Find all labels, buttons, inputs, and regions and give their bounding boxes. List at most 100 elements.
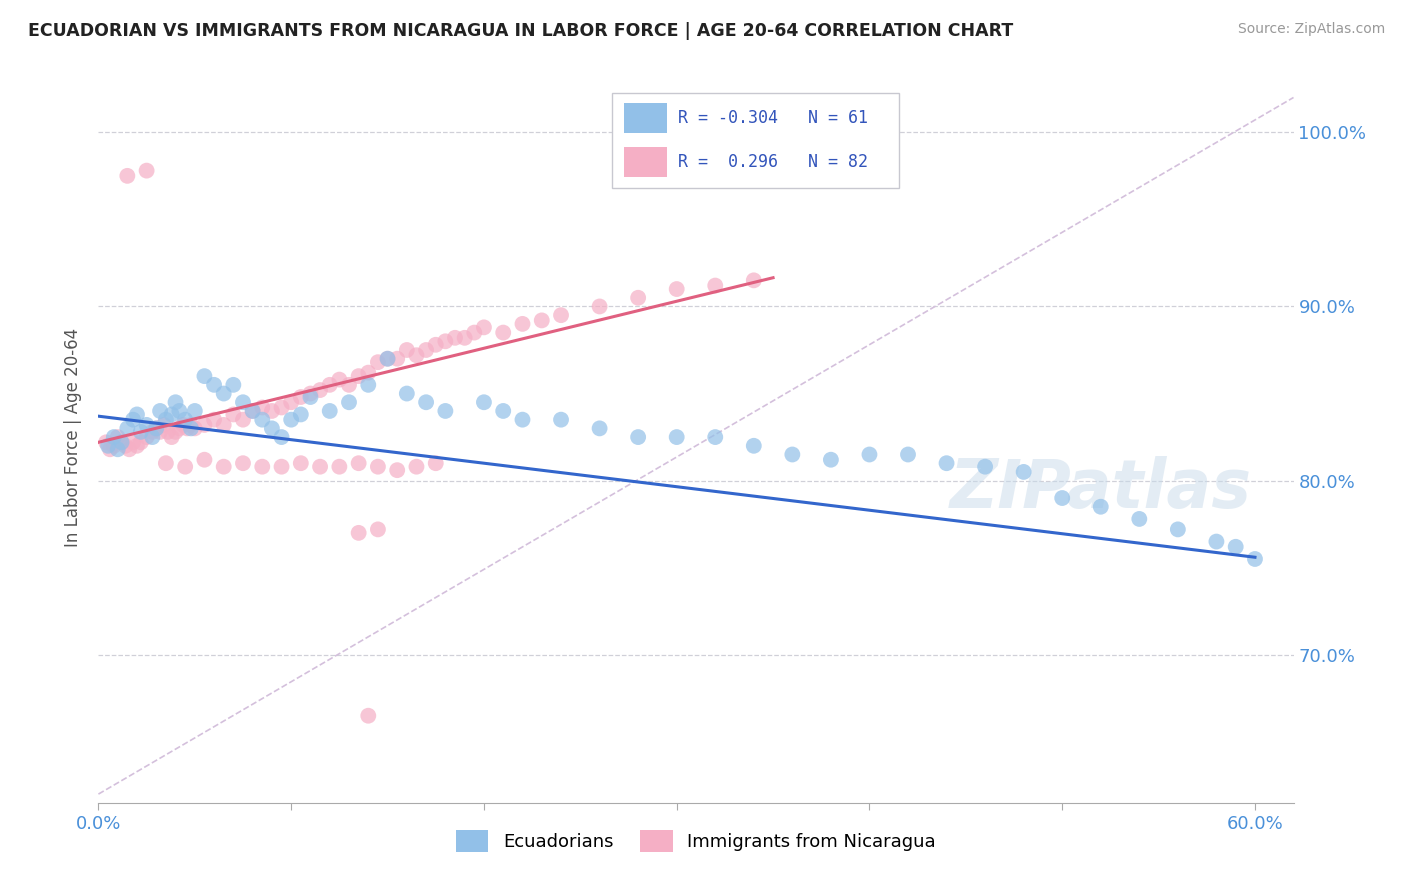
Point <box>1050 491 1073 505</box>
Point <box>242 404 264 418</box>
Point <box>180 417 202 432</box>
Point <box>232 395 254 409</box>
Point <box>193 369 215 384</box>
Point <box>858 448 880 462</box>
Point <box>463 326 485 340</box>
Point <box>530 313 553 327</box>
Point <box>176 421 198 435</box>
Point <box>165 395 187 409</box>
Point <box>377 351 399 366</box>
Point <box>222 377 245 392</box>
Point <box>347 525 370 540</box>
Point <box>155 456 177 470</box>
Point <box>492 404 515 418</box>
Point <box>309 383 332 397</box>
Point <box>337 377 360 392</box>
Point <box>270 430 292 444</box>
Point <box>184 404 207 418</box>
Point <box>252 401 274 415</box>
Point <box>118 442 141 457</box>
Point <box>1012 465 1035 479</box>
Point <box>328 373 350 387</box>
Point <box>193 452 215 467</box>
Point <box>160 408 183 422</box>
Point <box>550 308 572 322</box>
Point <box>319 404 342 418</box>
Point <box>149 425 172 439</box>
Point <box>270 459 292 474</box>
Point <box>415 395 437 409</box>
Point <box>125 439 148 453</box>
Point <box>184 421 207 435</box>
Point <box>290 408 312 422</box>
Point <box>1225 540 1247 554</box>
Point <box>114 439 136 453</box>
Point <box>260 404 283 418</box>
Point <box>357 377 380 392</box>
Point <box>512 412 534 426</box>
Point <box>425 338 447 352</box>
Point <box>145 421 167 435</box>
Point <box>357 708 380 723</box>
Point <box>135 417 157 432</box>
Point <box>212 459 235 474</box>
Y-axis label: In Labor Force | Age 20-64: In Labor Force | Age 20-64 <box>65 327 83 547</box>
Point <box>627 430 650 444</box>
Point <box>453 331 475 345</box>
Point <box>155 412 177 426</box>
Point <box>385 351 409 366</box>
Point <box>357 366 380 380</box>
Point <box>347 369 370 384</box>
Point <box>103 430 125 444</box>
Point <box>377 351 399 366</box>
Point <box>156 425 179 439</box>
Point <box>98 442 121 457</box>
Point <box>588 421 610 435</box>
Point <box>347 456 370 470</box>
Point <box>935 456 957 470</box>
Point <box>129 425 152 439</box>
Point <box>550 412 572 426</box>
Text: Source: ZipAtlas.com: Source: ZipAtlas.com <box>1237 22 1385 37</box>
Point <box>110 435 132 450</box>
Point <box>704 278 727 293</box>
Point <box>153 417 176 432</box>
Point <box>405 348 427 362</box>
Point <box>742 439 765 453</box>
Point <box>270 401 292 415</box>
Point <box>665 430 688 444</box>
Point <box>280 412 302 426</box>
Point <box>202 412 225 426</box>
Point <box>125 408 148 422</box>
Point <box>512 317 534 331</box>
Point <box>129 435 152 450</box>
Point <box>202 377 225 392</box>
Point <box>94 435 117 450</box>
Point <box>782 448 804 462</box>
Point <box>232 456 254 470</box>
Point <box>385 463 409 477</box>
Point <box>1244 552 1267 566</box>
Point <box>1090 500 1112 514</box>
Point <box>260 421 283 435</box>
Point <box>252 412 274 426</box>
Point <box>1167 522 1189 536</box>
Point <box>149 404 172 418</box>
Point <box>299 390 322 404</box>
Point <box>395 386 418 401</box>
Point <box>367 355 389 369</box>
Point <box>492 326 515 340</box>
Point <box>103 439 125 453</box>
Legend: Ecuadorians, Immigrants from Nicaragua: Ecuadorians, Immigrants from Nicaragua <box>449 823 943 860</box>
Point <box>252 459 274 474</box>
Point <box>222 408 245 422</box>
Point <box>425 456 447 470</box>
Point <box>290 390 312 404</box>
Point <box>974 459 997 474</box>
Point <box>145 421 167 435</box>
Point <box>665 282 688 296</box>
Point <box>141 425 163 439</box>
Point <box>180 421 202 435</box>
Point <box>290 456 312 470</box>
Point <box>405 459 427 474</box>
